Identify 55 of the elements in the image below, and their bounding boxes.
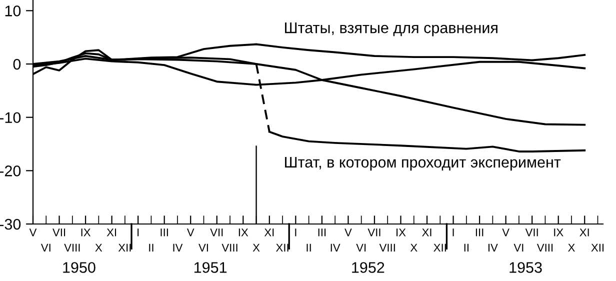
x-tick-label: VI xyxy=(356,244,366,252)
x-tick-label: VIII xyxy=(64,244,80,252)
annotation: Штат, в котором проходит эксперимент xyxy=(285,156,561,171)
x-tick-label: I xyxy=(452,228,454,236)
x-tick-label: I xyxy=(138,228,139,236)
x-tick-label: II xyxy=(149,244,154,252)
x-tick-label: V xyxy=(344,228,352,236)
x-tick-label: II xyxy=(464,244,468,252)
x-tick-label: V xyxy=(29,228,37,236)
y-tick-label: 0 xyxy=(13,58,21,70)
x-tick-label: VII xyxy=(368,228,380,236)
x-tick-label: XII xyxy=(276,244,288,252)
x-tick-label: VIII xyxy=(222,244,238,252)
x-tick-label: XI xyxy=(580,228,589,236)
x-tick-label: XI xyxy=(106,228,116,236)
annotation: Штаты, взятые для сравнения xyxy=(285,22,498,36)
y-tick-label: -30 xyxy=(0,218,21,230)
x-tick-label: X xyxy=(568,244,575,252)
x-tick-label: X xyxy=(252,244,260,252)
x-tick-label: VI xyxy=(198,244,208,252)
x-tick-label: III xyxy=(160,228,168,236)
text: 1953 xyxy=(510,262,542,273)
x-tick-label: IV xyxy=(488,244,498,252)
x-tick-label: XII xyxy=(118,244,131,252)
x-tick-label: V xyxy=(186,228,194,236)
x-tick-label: VI xyxy=(40,244,50,252)
text: 1950 xyxy=(63,262,96,273)
y-tick-label: -10 xyxy=(0,112,21,124)
y-tick-label: 10 xyxy=(5,6,21,16)
x-tick-label: VII xyxy=(52,228,66,236)
x-tick-label: IX xyxy=(81,228,91,236)
x-tick-label: VIII xyxy=(536,244,553,252)
x-tick-label: III xyxy=(318,228,326,236)
x-tick-label: V xyxy=(502,228,510,236)
x-tick-label: XII xyxy=(434,244,446,252)
x-tick-label: IX xyxy=(238,228,248,236)
x-tick-label: VII xyxy=(525,228,538,236)
x-tick-label: XI xyxy=(264,228,274,236)
x-tick-label: VIII xyxy=(379,244,395,252)
x-tick-label: XI xyxy=(422,228,432,236)
x-tick-label: XII xyxy=(591,244,604,252)
text: 1951 xyxy=(194,262,227,273)
x-tick-label: IX xyxy=(396,228,406,236)
x-tick-label: VII xyxy=(210,228,223,236)
x-tick-label: IX xyxy=(554,228,564,236)
x-tick-label: III xyxy=(476,228,484,236)
x-tick-label: II xyxy=(306,244,311,252)
x-tick-label: I xyxy=(295,228,296,236)
y-tick-label: -20 xyxy=(0,166,21,176)
x-tick-label: X xyxy=(410,244,418,252)
x-tick-label: VI xyxy=(514,244,524,252)
x-tick-label: IV xyxy=(173,244,183,252)
x-tick-label: IV xyxy=(330,244,340,252)
x-tick-label: X xyxy=(95,244,102,252)
text: 1952 xyxy=(352,262,384,273)
